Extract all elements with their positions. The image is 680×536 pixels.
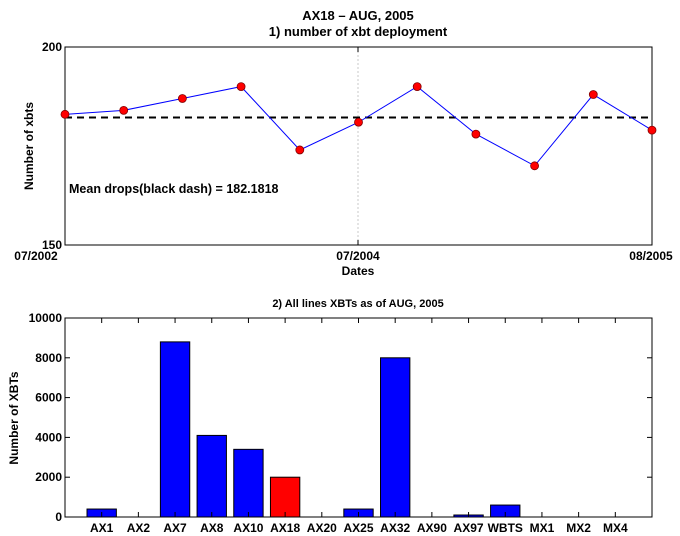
x-tick-label: MX4 bbox=[603, 521, 628, 535]
data-point bbox=[177, 94, 187, 103]
top-chart-title: AX18 – AUG, 2005 bbox=[302, 8, 414, 23]
x-tick-label: AX10 bbox=[233, 521, 263, 535]
x-tick-label: AX32 bbox=[380, 521, 410, 535]
data-point bbox=[588, 90, 598, 99]
x-tick-label: AX1 bbox=[90, 521, 114, 535]
xbt-deployment-chart: AX18 – AUG, 2005 1) number of xbt deploy… bbox=[14, 8, 673, 278]
top-x-tick-label: 07/2002 bbox=[14, 249, 58, 263]
bottom-x-ticks: AX1 AX2 AX7 AX8 AX10 AX18 AX20 AX25 AX32 AX90 AX97… bbox=[90, 318, 628, 535]
x-tick-label: WBTS bbox=[488, 521, 523, 535]
x-tick-label: AX90 bbox=[417, 521, 447, 535]
data-point bbox=[471, 129, 481, 139]
data-point bbox=[60, 109, 70, 119]
all-lines-bar-chart: 2) All lines XBTs as of AUG, 2005 0 2000 4… bbox=[7, 298, 653, 535]
bottom-chart-title: 2) All lines XBTs as of AUG, 2005 bbox=[272, 298, 443, 310]
bottom-plot-frame bbox=[64, 317, 653, 518]
top-y-axis-label: Number of xbts bbox=[22, 102, 36, 190]
top-chart-subtitle: 1) number of xbt deployment bbox=[269, 24, 448, 39]
mean-annotation: Mean drops(black dash) = 182.1818 bbox=[69, 182, 279, 196]
data-point bbox=[354, 117, 363, 127]
y-tick-label: 4000 bbox=[35, 430, 62, 444]
bar-ax8 bbox=[196, 434, 227, 518]
x-tick-label: MX2 bbox=[566, 521, 591, 535]
bottom-y-ticks: 0 2000 4000 6000 8000 10000 bbox=[29, 311, 652, 524]
top-y-tick-label: 200 bbox=[42, 40, 62, 54]
bar-ax7 bbox=[159, 341, 191, 518]
x-tick-label: AX2 bbox=[127, 521, 151, 535]
data-point bbox=[119, 105, 129, 115]
x-tick-label: AX20 bbox=[307, 521, 337, 535]
bar-ax10 bbox=[233, 448, 264, 518]
x-tick-label: AX7 bbox=[163, 521, 187, 535]
data-point bbox=[647, 125, 657, 135]
data-point bbox=[236, 82, 246, 91]
top-y-tick-label: 150 bbox=[42, 238, 62, 252]
x-tick-label: AX8 bbox=[200, 521, 224, 535]
y-tick-label: 2000 bbox=[35, 470, 62, 484]
y-tick-label: 6000 bbox=[35, 391, 62, 405]
top-x-tick-label: 07/2004 bbox=[336, 249, 380, 263]
y-tick-label: 8000 bbox=[35, 351, 62, 365]
bars bbox=[86, 341, 521, 518]
bar-ax18 bbox=[269, 476, 301, 518]
data-point bbox=[295, 145, 305, 155]
series-markers bbox=[60, 82, 657, 171]
x-tick-label: AX25 bbox=[343, 521, 373, 535]
x-tick-label: AX97 bbox=[454, 521, 484, 535]
y-tick-label: 10000 bbox=[29, 311, 63, 325]
top-x-axis-label: Dates bbox=[342, 264, 375, 278]
x-tick-label: AX18 bbox=[270, 521, 300, 535]
top-x-tick-label: 08/2005 bbox=[629, 249, 673, 263]
data-point bbox=[530, 161, 539, 171]
data-point bbox=[412, 82, 422, 91]
bottom-y-axis-label: Number of XBTs bbox=[7, 371, 21, 464]
x-tick-label: MX1 bbox=[530, 521, 555, 535]
bar-ax32 bbox=[380, 357, 411, 518]
y-tick-label: 0 bbox=[55, 510, 62, 524]
